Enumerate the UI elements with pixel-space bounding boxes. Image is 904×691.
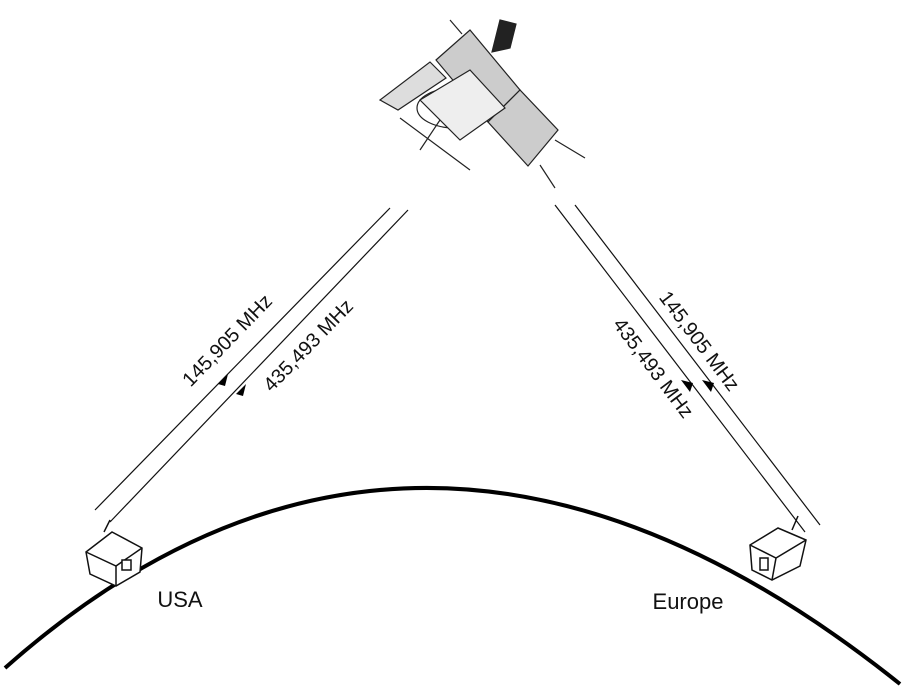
arrow: [218, 374, 228, 386]
downlink-line: [554, 204, 806, 533]
house-usa: [85, 519, 143, 587]
uplink-label: 145,905 MHz: [178, 290, 276, 391]
arrow: [236, 384, 246, 396]
station-label: Europe: [653, 589, 724, 614]
satellite: [378, 19, 586, 189]
uplink-line: [574, 204, 821, 526]
uplink-line: [94, 207, 391, 511]
downlink-label: 435,493 MHz: [259, 295, 357, 396]
arrow: [681, 380, 693, 392]
arrow: [702, 380, 714, 392]
house-europe: [749, 515, 807, 581]
earth-horizon: [3, 485, 902, 686]
downlink-line: [109, 209, 409, 523]
station-label: USA: [157, 587, 203, 612]
